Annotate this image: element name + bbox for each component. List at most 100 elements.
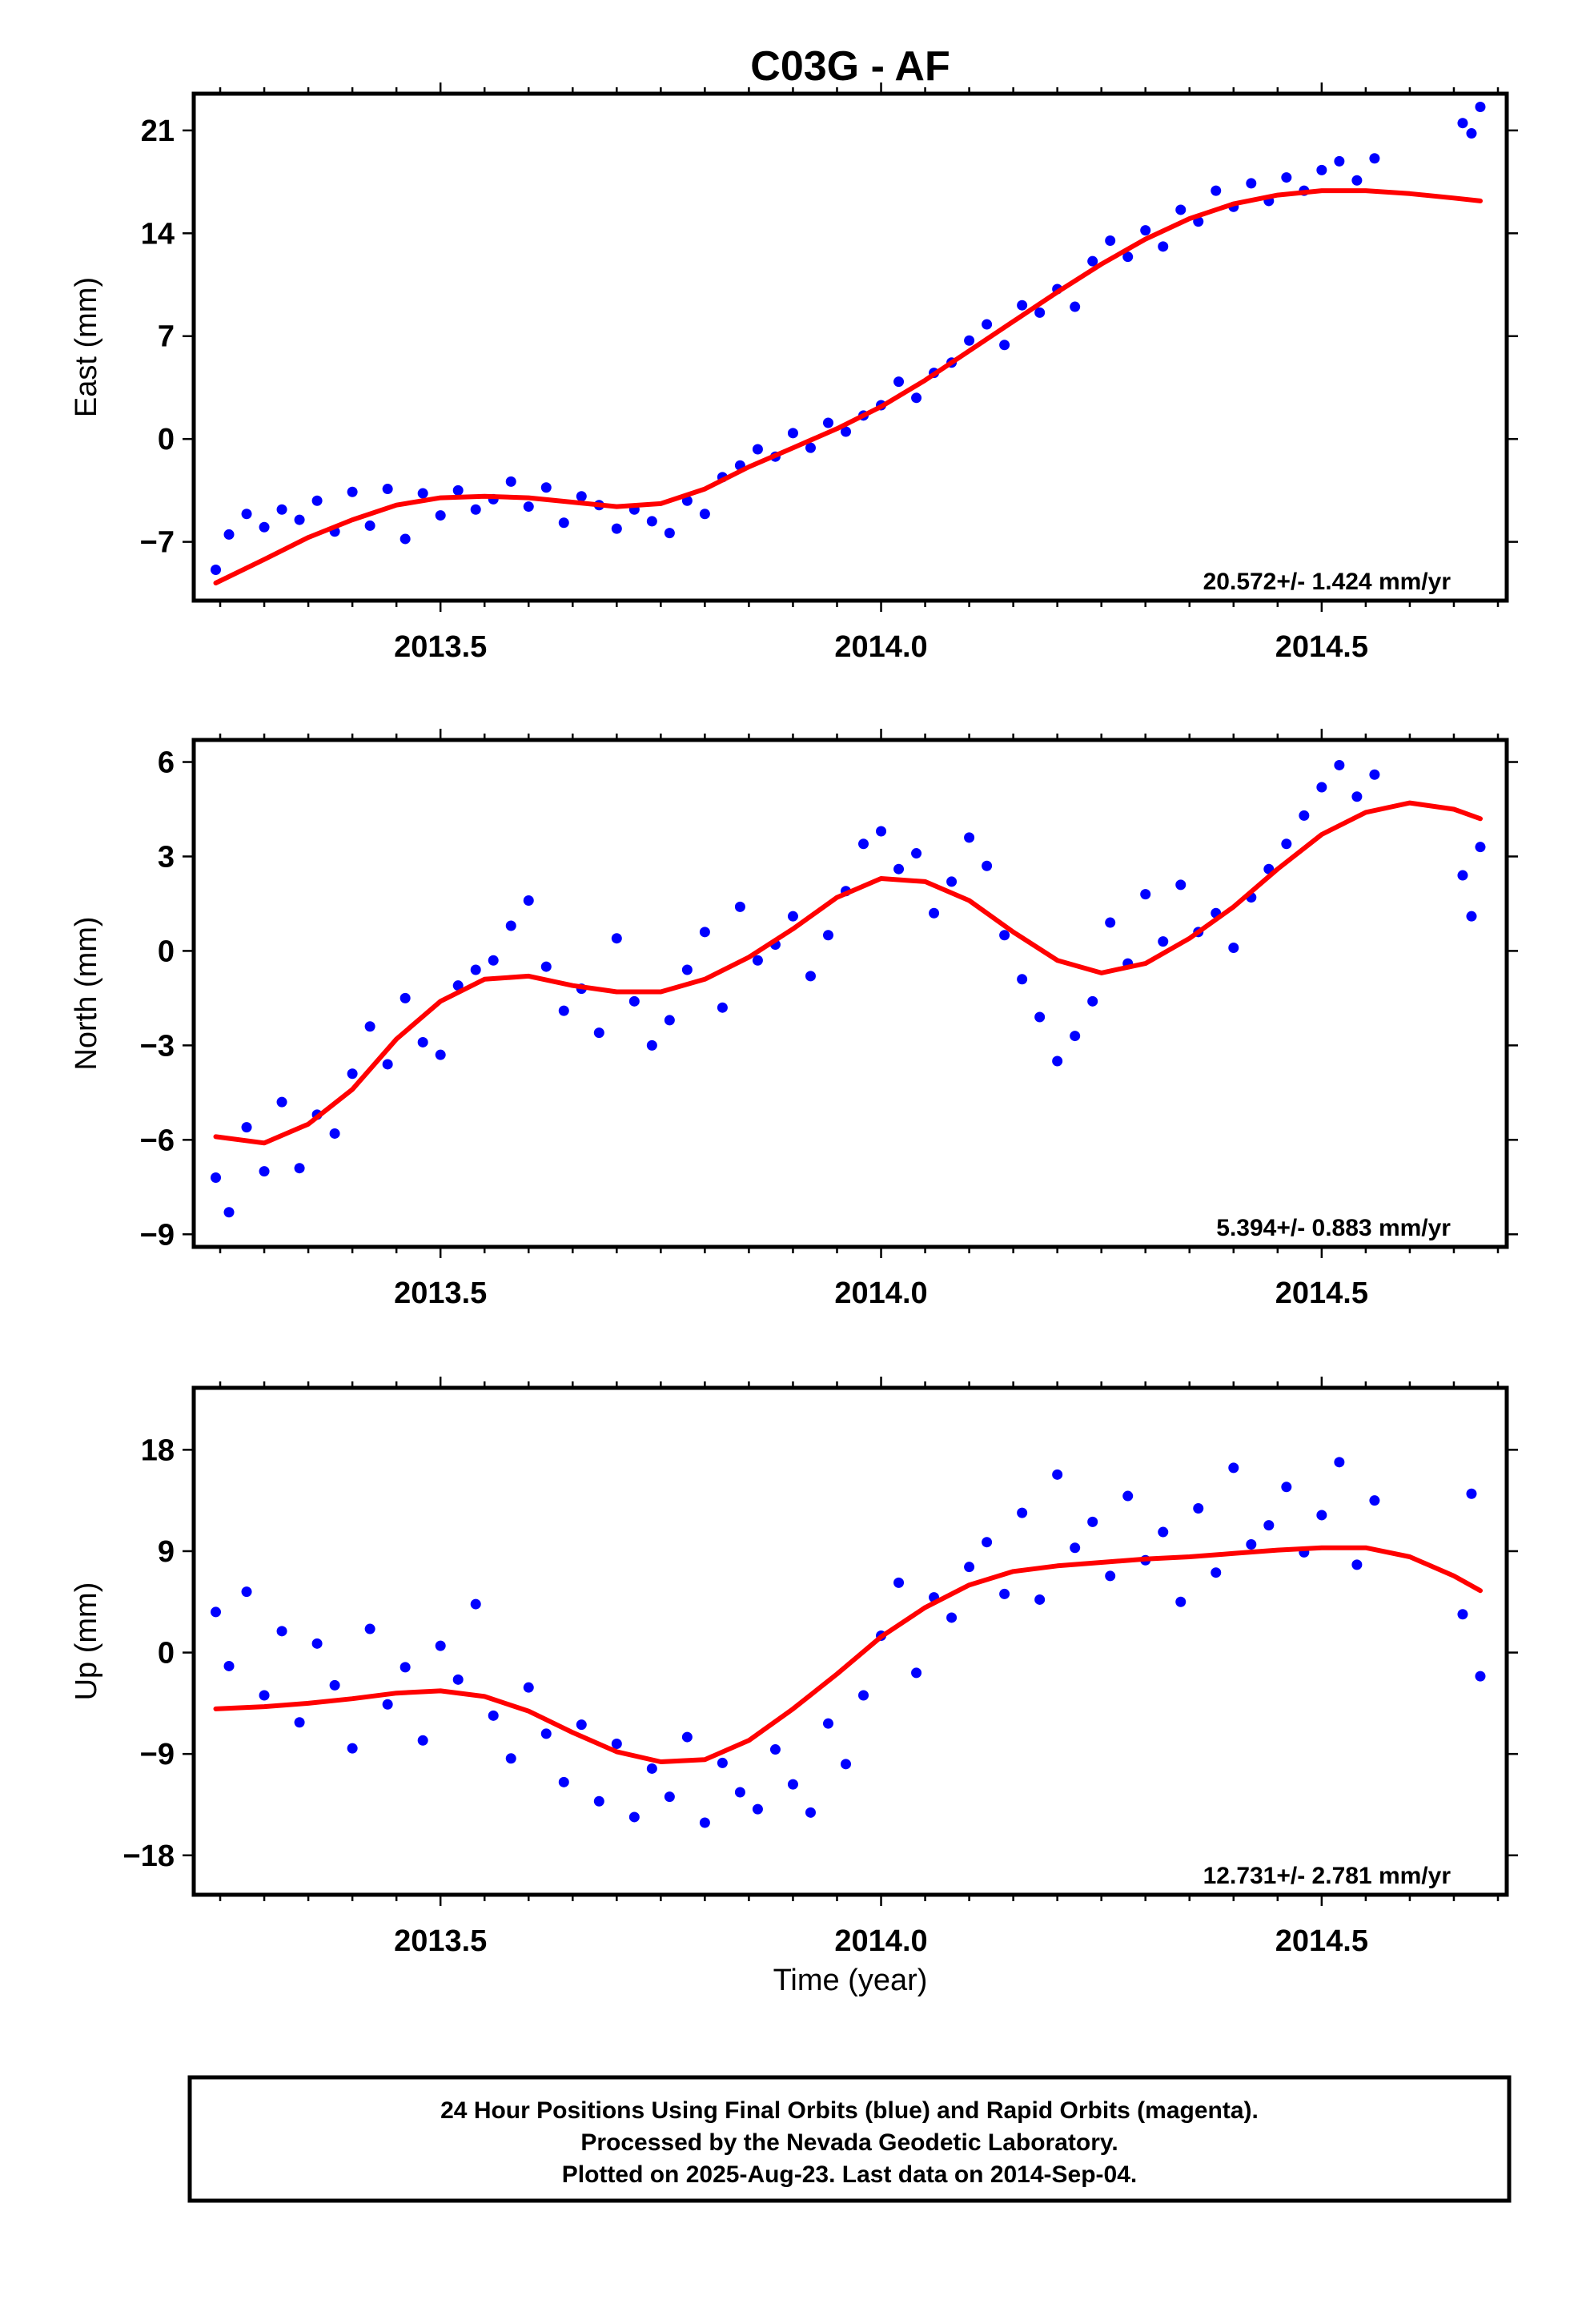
up-y-tick-label: 0 [158, 1637, 175, 1671]
up-data-point [1175, 1596, 1186, 1607]
north-data-point [435, 1049, 446, 1060]
east-data-point [1122, 251, 1134, 263]
up-data-point [840, 1759, 851, 1770]
up-data-point [1334, 1457, 1345, 1468]
north-data-point [681, 964, 693, 975]
up-data-point [1193, 1503, 1204, 1514]
up-data-point [311, 1638, 323, 1649]
east-data-point [787, 428, 798, 439]
north-data-point [929, 907, 940, 919]
up-data-point [999, 1588, 1010, 1599]
east-data-point [259, 521, 270, 533]
north-y-tick-label: −3 [140, 1029, 175, 1063]
up-data-point [470, 1598, 481, 1610]
east-data-point [1316, 164, 1327, 175]
north-data-point [664, 1015, 675, 1026]
up-data-point [452, 1674, 464, 1685]
up-data-point [276, 1626, 287, 1637]
north-data-point [540, 961, 552, 972]
east-data-point [1211, 185, 1222, 196]
east-data-point [382, 484, 393, 495]
up-data-point [964, 1562, 975, 1573]
north-y-tick-label: 0 [158, 935, 175, 968]
east-data-point [505, 476, 516, 487]
east-data-point [223, 529, 235, 540]
east-panel: 2013.5 2014.0 2014.5 −7 0 7 14 21 East (mm) 20.57… [70, 82, 1518, 664]
up-data-point [1052, 1469, 1063, 1480]
east-data-point [1475, 102, 1486, 113]
north-y-axis-label: North (mm) [70, 916, 103, 1070]
up-y-tick-label: 18 [141, 1433, 175, 1467]
up-data-point [593, 1795, 604, 1807]
up-data-point [294, 1717, 305, 1728]
east-plot-frame [191, 91, 1509, 603]
east-data-point [241, 509, 252, 520]
up-y-axis-label: Up (mm) [70, 1582, 103, 1701]
east-data-point [1105, 235, 1116, 246]
north-data-point [558, 1005, 569, 1016]
east-data-point [1140, 225, 1151, 236]
east-data-point [611, 523, 622, 534]
up-x-tick-label: 2014.0 [834, 1924, 927, 1958]
north-data-point [1052, 1055, 1063, 1067]
north-plot-frame [191, 738, 1509, 1249]
up-data-point [699, 1817, 710, 1828]
north-data-point [1070, 1031, 1081, 1042]
north-data-point [241, 1122, 252, 1133]
up-data-point [1034, 1594, 1046, 1605]
east-y-axis-label: East (mm) [70, 277, 103, 417]
north-data-point [593, 1027, 604, 1039]
up-data-point [505, 1753, 516, 1764]
caption-frame [187, 2075, 1512, 2203]
north-data-point [1158, 936, 1169, 947]
north-data-point [964, 832, 975, 843]
up-data-point [822, 1718, 833, 1729]
east-data-point [1158, 241, 1169, 252]
up-data-point [734, 1787, 745, 1798]
east-data-point [276, 504, 287, 515]
north-data-point [1369, 769, 1380, 780]
up-data-point [1105, 1570, 1116, 1582]
north-data-point [505, 920, 516, 931]
up-data-point [523, 1682, 534, 1693]
east-data-point [540, 482, 552, 493]
north-data-point [1299, 810, 1310, 821]
north-data-point [717, 1002, 728, 1013]
up-data-point [211, 1606, 222, 1618]
up-data-point [1369, 1495, 1380, 1506]
east-data-point [364, 520, 375, 531]
north-data-point [822, 930, 833, 941]
east-data-point [699, 509, 710, 520]
east-data-point [211, 564, 222, 575]
up-data-point [1017, 1507, 1028, 1518]
up-data-point [417, 1735, 428, 1746]
up-data-point [911, 1667, 922, 1679]
up-data-point [1070, 1542, 1081, 1554]
north-data-point [1140, 889, 1151, 900]
up-data-point [611, 1739, 622, 1750]
up-data-point [1122, 1490, 1134, 1502]
east-data-point [523, 501, 534, 513]
up-y-tick-label: −9 [140, 1738, 175, 1771]
north-y-tick-label: 3 [158, 840, 175, 874]
east-y-tick-label: 0 [158, 423, 175, 456]
up-data-point [982, 1537, 993, 1548]
east-data-point [964, 335, 975, 346]
up-data-point [364, 1623, 375, 1634]
east-data-point [576, 491, 587, 502]
north-data-point [628, 995, 640, 1007]
north-data-point [646, 1039, 657, 1051]
north-y-tick-label: 6 [158, 746, 175, 780]
up-data-point [893, 1577, 905, 1588]
up-y-tick-label: −18 [123, 1839, 175, 1873]
up-data-point [946, 1612, 958, 1623]
up-data-point [681, 1731, 693, 1743]
east-data-point [1466, 128, 1477, 139]
up-data-point [628, 1811, 640, 1823]
up-data-point [241, 1586, 252, 1598]
north-panel: 2013.5 2014.0 2014.5 −9 −6 −3 0 3 6 North (mm) 5.3… [70, 729, 1518, 1310]
east-data-point [417, 488, 428, 499]
up-data-point [382, 1699, 393, 1710]
north-data-point [911, 848, 922, 859]
x-axis-label: Time (year) [773, 1964, 928, 1997]
